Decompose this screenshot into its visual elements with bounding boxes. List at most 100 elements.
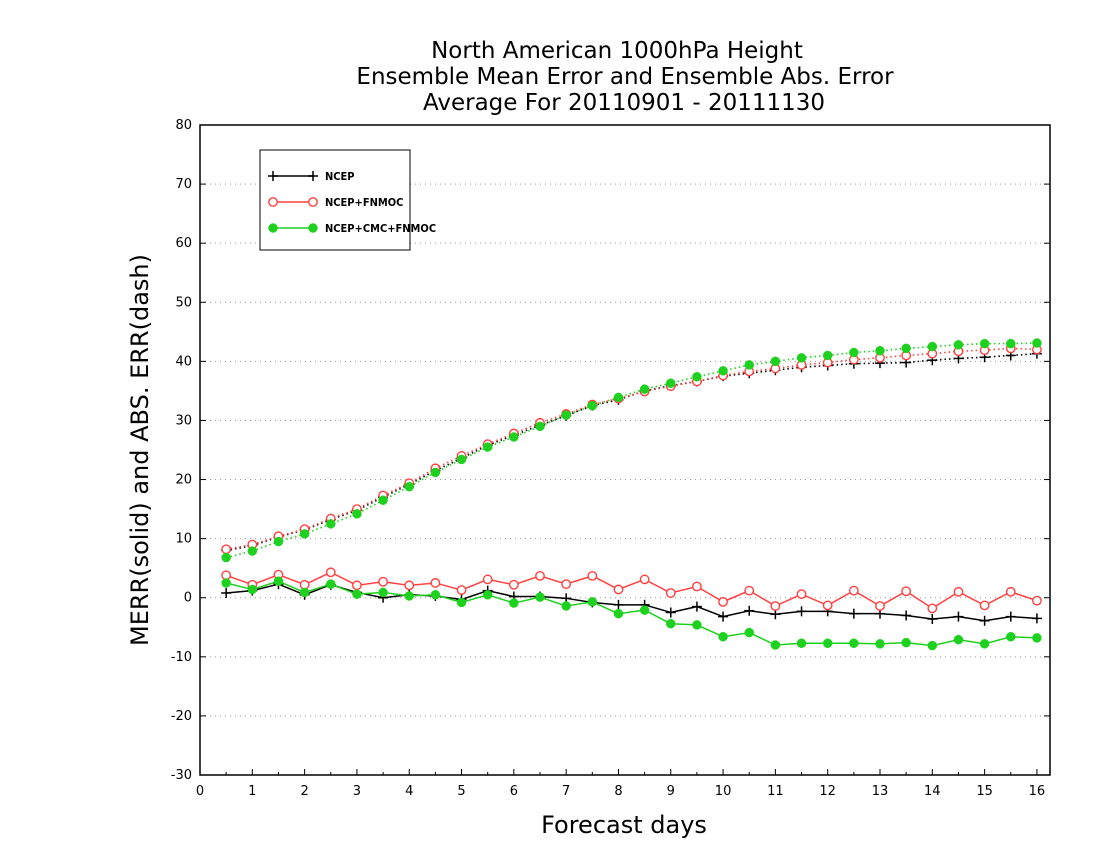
legend-marker xyxy=(308,171,318,181)
merr-point xyxy=(796,638,807,648)
legend: NCEP NCEP+FNMOC NCEP+CMC+FNMOC xyxy=(259,149,436,251)
legend-marker xyxy=(268,171,278,181)
abs-err-point xyxy=(247,546,258,556)
merr-point xyxy=(273,576,284,586)
abs-err-point xyxy=(404,481,414,492)
y-tick-label: -30 xyxy=(171,768,192,783)
x-tick-label: 4 xyxy=(405,784,413,799)
merr-point xyxy=(561,601,571,611)
merr-point xyxy=(561,579,572,590)
merr-point xyxy=(535,570,545,581)
merr-point xyxy=(718,631,728,642)
x-tick-label: 7 xyxy=(562,784,570,799)
abs-err-point xyxy=(482,442,493,452)
plot-frame xyxy=(199,124,1051,776)
abs-err-point xyxy=(666,378,676,388)
merr-point xyxy=(927,603,938,614)
abs-err-point xyxy=(796,353,807,363)
x-tick-label: 3 xyxy=(353,784,361,799)
merr-point xyxy=(953,586,964,597)
abs-err-point xyxy=(744,360,754,370)
merr-point xyxy=(247,584,258,595)
legend-item: NCEP+FNMOC xyxy=(268,196,403,209)
abs-err-point xyxy=(378,495,388,505)
x-tick-label: 13 xyxy=(872,784,889,799)
abs-err-point xyxy=(822,350,833,361)
merr-point xyxy=(482,590,493,600)
merr-point xyxy=(718,611,729,622)
merr-point xyxy=(1006,631,1016,642)
legend-marker xyxy=(308,197,318,207)
axes xyxy=(199,124,1051,776)
abs-err-point xyxy=(561,410,571,420)
x-tick-label: 5 xyxy=(457,784,465,799)
x-tick-label: 6 xyxy=(510,784,518,799)
merr-point xyxy=(901,637,911,648)
abs-err-point xyxy=(221,552,231,563)
merr-point xyxy=(404,591,414,601)
merr-point xyxy=(849,638,859,648)
merr-point xyxy=(639,574,650,585)
y-tick-label: 10 xyxy=(175,532,192,547)
merr-point xyxy=(482,574,493,585)
y-tick-label: 20 xyxy=(175,473,192,488)
abs-err-line xyxy=(226,352,1037,552)
abs-err-line xyxy=(225,342,1037,559)
x-tick-label: 8 xyxy=(614,784,622,799)
merr-point xyxy=(822,600,833,611)
merr-point xyxy=(744,627,754,638)
merr-point xyxy=(979,600,990,611)
abs-err-point xyxy=(1006,338,1016,349)
x-tick-label: 12 xyxy=(819,784,836,799)
series-ncep-cmc-fnmoc xyxy=(221,338,1042,651)
merr-point xyxy=(378,587,388,598)
merr-point xyxy=(587,570,598,581)
abs-err-point xyxy=(430,467,441,478)
y-tick-label: -10 xyxy=(171,650,192,665)
merr-point xyxy=(613,608,624,619)
x-tick-label: 10 xyxy=(715,784,732,799)
abs-err-point xyxy=(221,544,232,555)
abs-err-point xyxy=(901,343,911,354)
merr-point xyxy=(1032,633,1042,643)
merr-point xyxy=(221,578,231,588)
merr-point xyxy=(299,587,310,598)
merr-point xyxy=(326,579,336,589)
x-tick-label: 2 xyxy=(300,784,308,799)
legend-label: NCEP xyxy=(325,170,355,183)
merr-point xyxy=(1005,586,1016,597)
merr-point xyxy=(953,611,964,622)
abs-err-line xyxy=(226,347,1037,551)
merr-point xyxy=(927,640,938,651)
merr-point xyxy=(796,589,807,600)
merr-point xyxy=(770,609,781,620)
y-tick-label: 0 xyxy=(184,591,192,606)
merr-point xyxy=(639,605,650,615)
chart-title: North American 1000hPa Height Ensemble M… xyxy=(356,38,894,116)
merr-point xyxy=(666,618,676,629)
abs-err-point xyxy=(979,338,990,349)
y-tick-label: -20 xyxy=(171,709,192,724)
abs-err-point xyxy=(927,341,938,352)
merr-point xyxy=(508,579,519,590)
merr-point xyxy=(848,608,859,619)
merr-point xyxy=(509,598,519,608)
merr-point xyxy=(718,596,728,607)
abs-err-point xyxy=(509,432,519,442)
legend-marker xyxy=(268,197,278,207)
x-tick-label: 15 xyxy=(976,784,993,799)
merr-point xyxy=(325,567,336,578)
x-tick-label: 11 xyxy=(767,784,784,799)
merr-point xyxy=(691,601,702,612)
x-tick-label: 0 xyxy=(196,784,204,799)
merr-point xyxy=(613,599,624,610)
merr-point xyxy=(378,576,388,587)
x-axis-label: Forecast days xyxy=(541,811,707,839)
chart-title-line-3: Average For 20110901 - 20111130 xyxy=(423,90,825,116)
merr-point xyxy=(692,620,702,630)
merr-line xyxy=(225,580,1037,647)
merr-point xyxy=(979,615,990,626)
chart-title-line-1: North American 1000hPa Height xyxy=(431,38,803,64)
